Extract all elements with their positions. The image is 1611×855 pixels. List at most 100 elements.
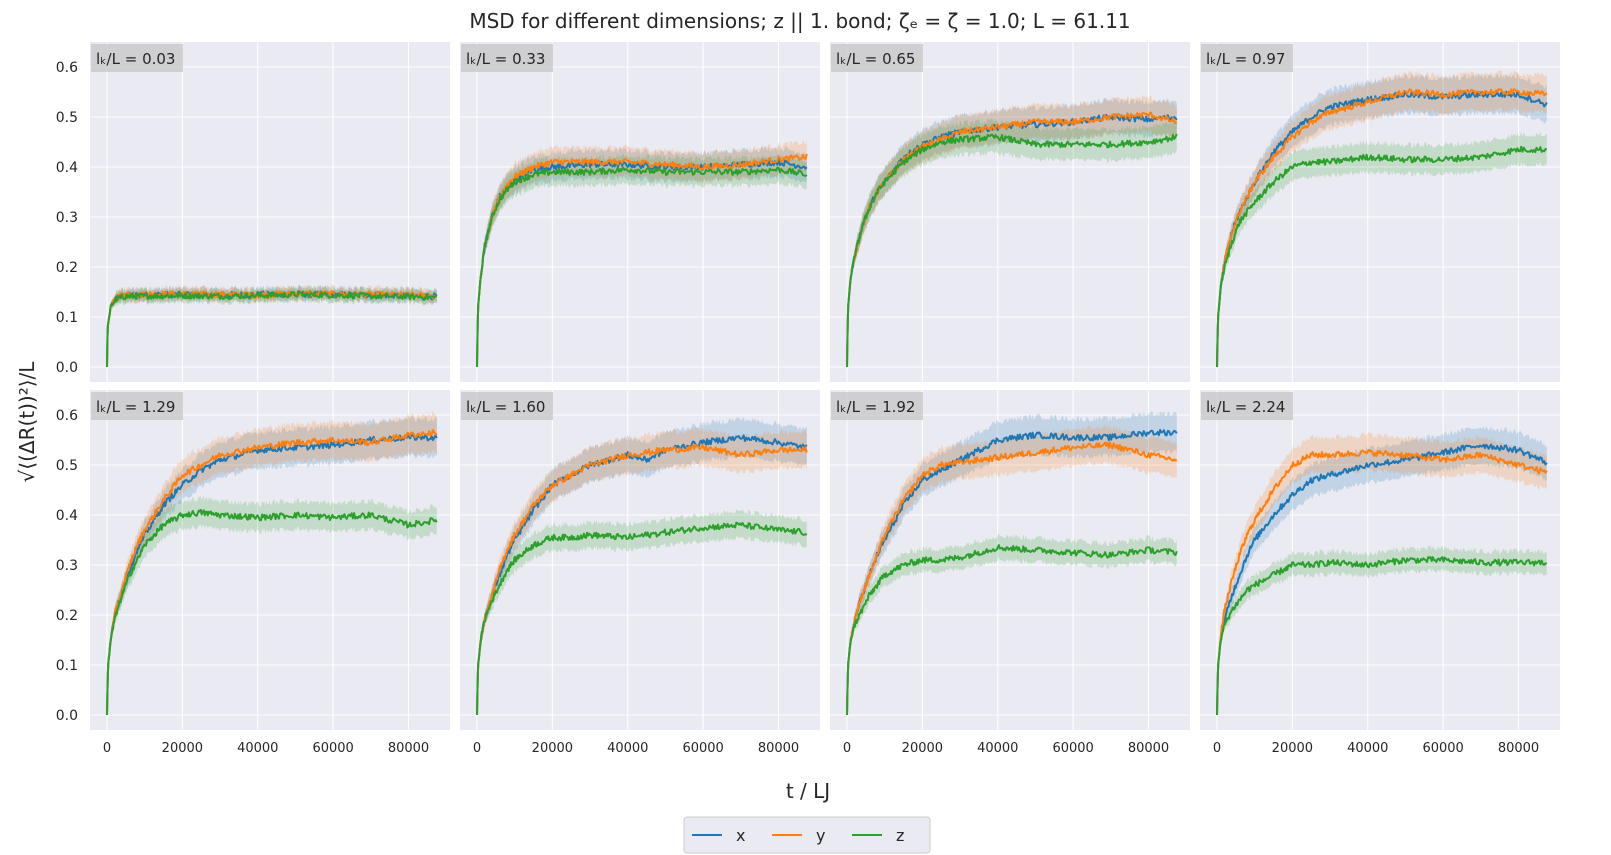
y-tick-label: 0.4: [56, 508, 78, 524]
plot-area: [106, 411, 438, 717]
panel-label-text: lₖ/L = 1.29: [96, 398, 175, 416]
y-tick-label: 0.0: [56, 360, 78, 376]
series-band-y: [1217, 432, 1547, 717]
plot-area: [846, 410, 1178, 717]
x-tick-label: 20000: [532, 741, 573, 756]
plot-area: [1216, 70, 1548, 370]
series-line-x: [846, 429, 1178, 716]
series-band-x: [477, 144, 807, 369]
series-band-x: [847, 410, 1177, 717]
panel-label: lₖ/L = 0.33: [461, 44, 553, 72]
y-tick-label: 0.2: [56, 608, 78, 624]
y-axis-label: √⟨(ΔR(t))²⟩/L: [15, 361, 39, 483]
series-line-x: [1216, 443, 1548, 716]
series-band-z: [107, 495, 437, 717]
panel-label-box: [1201, 392, 1293, 420]
x-tick-label: 0: [1213, 741, 1221, 756]
x-tick-label: 60000: [1422, 741, 1463, 756]
series-line-y: [1216, 448, 1548, 716]
legend-item-y: y: [772, 826, 825, 845]
x-tick-label: 40000: [237, 741, 278, 756]
plot-background: [830, 390, 1190, 730]
panel-label: lₖ/L = 0.97: [1201, 44, 1293, 72]
panel: lₖ/L = 1.29 0.0 0.1 0.2 0.3 0.4 0.5 0.6 0 20000 40…: [56, 390, 450, 756]
y-tick-label: 0.3: [56, 558, 78, 574]
x-tick-label: 40000: [977, 741, 1018, 756]
legend-label: x: [736, 826, 745, 845]
series-band-y: [1217, 70, 1547, 370]
series-band-z: [477, 153, 807, 369]
chart-title: MSD for different dimensions; z || 1. bo…: [469, 9, 1130, 33]
panel-label-box: [91, 44, 183, 72]
panel: lₖ/L = 0.33: [460, 42, 820, 382]
y-tick-label: 0.5: [56, 458, 78, 474]
series-line-z: [846, 133, 1178, 368]
legend-label: z: [896, 826, 904, 845]
legend-item-z: z: [852, 826, 904, 845]
x-tick-label: 20000: [1272, 741, 1313, 756]
panel-label-text: lₖ/L = 1.92: [836, 398, 915, 416]
x-tick-label: 0: [473, 741, 481, 756]
series-band-y: [477, 426, 807, 717]
series-line-z: [476, 521, 808, 716]
series-line-y: [476, 153, 808, 368]
x-tick-label: 60000: [682, 741, 723, 756]
series-line-z: [1216, 145, 1547, 368]
plot-area: [106, 284, 438, 369]
x-tick-label: 20000: [162, 741, 203, 756]
series-band-x: [1217, 73, 1547, 370]
legend-item-x: x: [692, 826, 745, 845]
series-line-z: [1216, 556, 1548, 716]
plot-area: [1216, 426, 1548, 717]
series-band-x: [477, 416, 807, 717]
series-line-y: [1216, 88, 1548, 368]
panel-label-text: lₖ/L = 0.65: [836, 50, 915, 68]
panel: lₖ/L = 2.24 0 20000 40000 60000 80000: [1200, 390, 1560, 756]
plot-area: [476, 416, 808, 717]
panel: lₖ/L = 1.92 0 20000 40000 60000 80000: [830, 390, 1190, 756]
x-tick-label: 0: [103, 741, 111, 756]
panel-label: lₖ/L = 0.65: [831, 44, 923, 72]
panel-label: lₖ/L = 1.92: [831, 392, 923, 420]
series-line-z: [846, 544, 1178, 716]
x-tick-label: 20000: [902, 741, 943, 756]
series-band-z: [1217, 545, 1547, 717]
panel-label-text: lₖ/L = 1.60: [466, 398, 545, 416]
series-line-z: [106, 508, 438, 716]
panel-label-text: lₖ/L = 0.33: [466, 50, 545, 68]
panel: lₖ/L = 0.03 0.0 0.1 0.2 0.3 0.4 0.5 0.6: [56, 42, 450, 382]
panel-label: lₖ/L = 2.24: [1201, 392, 1293, 420]
series-band-x: [1217, 426, 1547, 717]
panel-label-text: lₖ/L = 0.97: [1206, 50, 1285, 68]
y-tick-label: 0.2: [56, 260, 78, 276]
y-tick-label: 0.4: [56, 160, 78, 176]
panel-label-box: [831, 392, 923, 420]
x-tick-label: 80000: [1128, 741, 1169, 756]
series-band-y: [107, 411, 437, 717]
x-tick-label: 40000: [1347, 741, 1388, 756]
y-tick-label: 0.5: [56, 110, 78, 126]
panel-label-text: lₖ/L = 2.24: [1206, 398, 1285, 416]
panels: lₖ/L = 0.03 0.0 0.1 0.2 0.3 0.4 0.5 0.6 lₖ/L = 0…: [56, 42, 1560, 756]
y-tick-label: 0.6: [56, 60, 78, 76]
panel-label-box: [831, 44, 923, 72]
y-tick-label: 0.6: [56, 408, 78, 424]
panel-label: lₖ/L = 0.03: [91, 44, 183, 72]
x-tick-label: 60000: [312, 741, 353, 756]
panel: lₖ/L = 0.65: [830, 42, 1190, 382]
plot-background: [830, 42, 1190, 382]
panel-label-box: [461, 44, 553, 72]
x-tick-label: 80000: [388, 741, 429, 756]
x-tick-label: 0: [843, 741, 851, 756]
plot-background: [460, 42, 820, 382]
panel-label-box: [461, 392, 553, 420]
legend: x y z: [683, 816, 931, 854]
panel: lₖ/L = 0.97: [1200, 42, 1560, 382]
x-tick-label: 80000: [1498, 741, 1539, 756]
series-band-x: [847, 97, 1177, 370]
y-tick-label: 0.1: [56, 310, 78, 326]
y-tick-label: 0.1: [56, 658, 78, 674]
panel-label-text: lₖ/L = 0.03: [96, 50, 175, 68]
panel-label: lₖ/L = 1.29: [91, 392, 183, 420]
